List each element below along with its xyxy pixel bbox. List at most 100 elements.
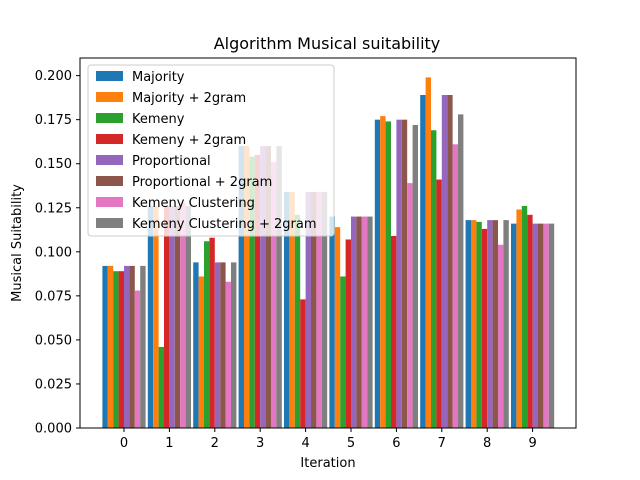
bar-3-4 — [300, 299, 306, 428]
plot-frame — [79, 57, 577, 429]
x-tick-label-0: 0 — [120, 436, 128, 451]
bar-3-0 — [118, 271, 124, 428]
bar-4-7 — [441, 95, 448, 428]
bar-7-8 — [503, 220, 509, 428]
bar-1-6 — [380, 116, 386, 428]
bar-2-9 — [521, 206, 528, 428]
bar-7-0 — [140, 265, 146, 428]
bar-1-8 — [471, 220, 477, 428]
legend-swatch-2 — [96, 113, 123, 123]
x-tick-label-8: 8 — [483, 436, 491, 451]
legend-swatch-1 — [96, 92, 123, 102]
bar-7-7 — [458, 114, 464, 428]
bar-5-7 — [447, 95, 453, 428]
bar-1-4 — [289, 191, 295, 428]
bar-4-6 — [396, 119, 402, 429]
bar-1-7 — [425, 77, 431, 428]
bar-6-9 — [543, 223, 549, 428]
legend-label-3: Kemeny + 2gram — [132, 133, 246, 148]
legend-label-0: Majority — [132, 70, 185, 85]
bar-4-8 — [487, 220, 493, 428]
bar-5-0 — [129, 265, 135, 428]
chart-title: Algorithm Musical suitability — [214, 34, 441, 53]
legend-swatch-3 — [96, 134, 123, 144]
y-tick-label-8: 0.200 — [35, 69, 72, 84]
legend-swatch-7 — [96, 218, 123, 228]
legend-swatch-5 — [96, 176, 123, 186]
bar-5-9 — [538, 223, 544, 428]
bar-6-2 — [225, 281, 231, 428]
bar-3-2 — [209, 237, 215, 428]
x-tick-label-3: 3 — [256, 436, 264, 451]
bar-3-3 — [254, 154, 261, 428]
x-tick-label-1: 1 — [165, 436, 173, 451]
bar-3-9 — [527, 214, 533, 428]
y-tick-label-5: 0.125 — [35, 201, 72, 216]
bar-7-4 — [321, 191, 328, 428]
bar-7-3 — [276, 146, 282, 428]
y-tick-label-0: 0.000 — [35, 422, 72, 437]
bar-2-7 — [431, 130, 437, 429]
y-tick-label-1: 0.025 — [35, 377, 72, 392]
legend-label-6: Kemeny Clustering — [132, 196, 255, 211]
bar-0-1 — [147, 206, 154, 428]
bar-6-8 — [498, 244, 504, 428]
y-tick-label-3: 0.075 — [35, 289, 72, 304]
bar-3-6 — [391, 235, 397, 428]
bar-0-5 — [329, 216, 335, 428]
bar-6-3 — [271, 161, 277, 428]
y-tick-label-6: 0.150 — [35, 157, 72, 172]
bar-3-7 — [436, 179, 442, 428]
bar-4-5 — [351, 216, 357, 428]
bar-3-1 — [164, 206, 170, 428]
legend: Majority Majority + 2gram Kemeny Kemeny + 2… — [87, 64, 335, 237]
x-axis-label: Iteration — [300, 456, 355, 471]
bar-4-0 — [124, 265, 130, 428]
bar-4-4 — [305, 191, 311, 428]
bar-0-3 — [238, 146, 244, 428]
bar-1-3 — [244, 146, 250, 428]
bar-4-2 — [214, 262, 221, 428]
legend-label-1: Majority + 2gram — [132, 91, 246, 106]
bar-2-8 — [476, 221, 482, 428]
bar-4-9 — [532, 223, 538, 428]
bar-5-8 — [492, 220, 498, 428]
legend-label-4: Proportional — [132, 154, 211, 169]
bar-4-1 — [169, 206, 175, 428]
x-tick-label-2: 2 — [211, 436, 219, 451]
x-tick-label-9: 9 — [528, 436, 536, 451]
legend-label-2: Kemeny — [132, 112, 185, 127]
legend-label-7: Kemeny Clustering + 2gram — [132, 217, 317, 232]
legend-box — [87, 64, 335, 237]
bar-5-1 — [174, 206, 181, 428]
y-axis: 0.000 0.025 0.050 0.075 0.100 0.125 0.150 0.175… — [35, 69, 80, 437]
legend-swatch-4 — [96, 155, 123, 165]
bar-0-9 — [511, 223, 517, 428]
legend-swatch-0 — [96, 71, 123, 81]
y-tick-label-7: 0.175 — [35, 113, 72, 128]
bar-5-6 — [401, 119, 408, 429]
bar-7-6 — [412, 124, 418, 428]
bar-4-3 — [260, 146, 266, 428]
bar-3-5 — [345, 239, 351, 428]
bar-2-2 — [204, 241, 210, 428]
bar-1-0 — [107, 265, 114, 428]
x-tick-label-4: 4 — [301, 436, 309, 451]
bar-6-6 — [407, 183, 413, 428]
legend-swatch-6 — [96, 197, 123, 207]
bar-0-7 — [420, 95, 426, 428]
bar-6-1 — [180, 202, 186, 428]
bars-group — [102, 77, 555, 429]
bar-5-2 — [220, 262, 226, 428]
bar-2-1 — [158, 346, 164, 428]
bar-2-3 — [249, 156, 255, 429]
bar-6-7 — [452, 144, 458, 428]
y-axis-label: Musical Suitability — [10, 184, 25, 302]
bar-2-4 — [294, 214, 301, 428]
y-tick-label-2: 0.050 — [35, 333, 72, 348]
bar-0-0 — [102, 265, 108, 428]
bar-7-2 — [231, 262, 237, 428]
bar-1-1 — [153, 206, 159, 428]
bar-6-4 — [316, 191, 322, 428]
